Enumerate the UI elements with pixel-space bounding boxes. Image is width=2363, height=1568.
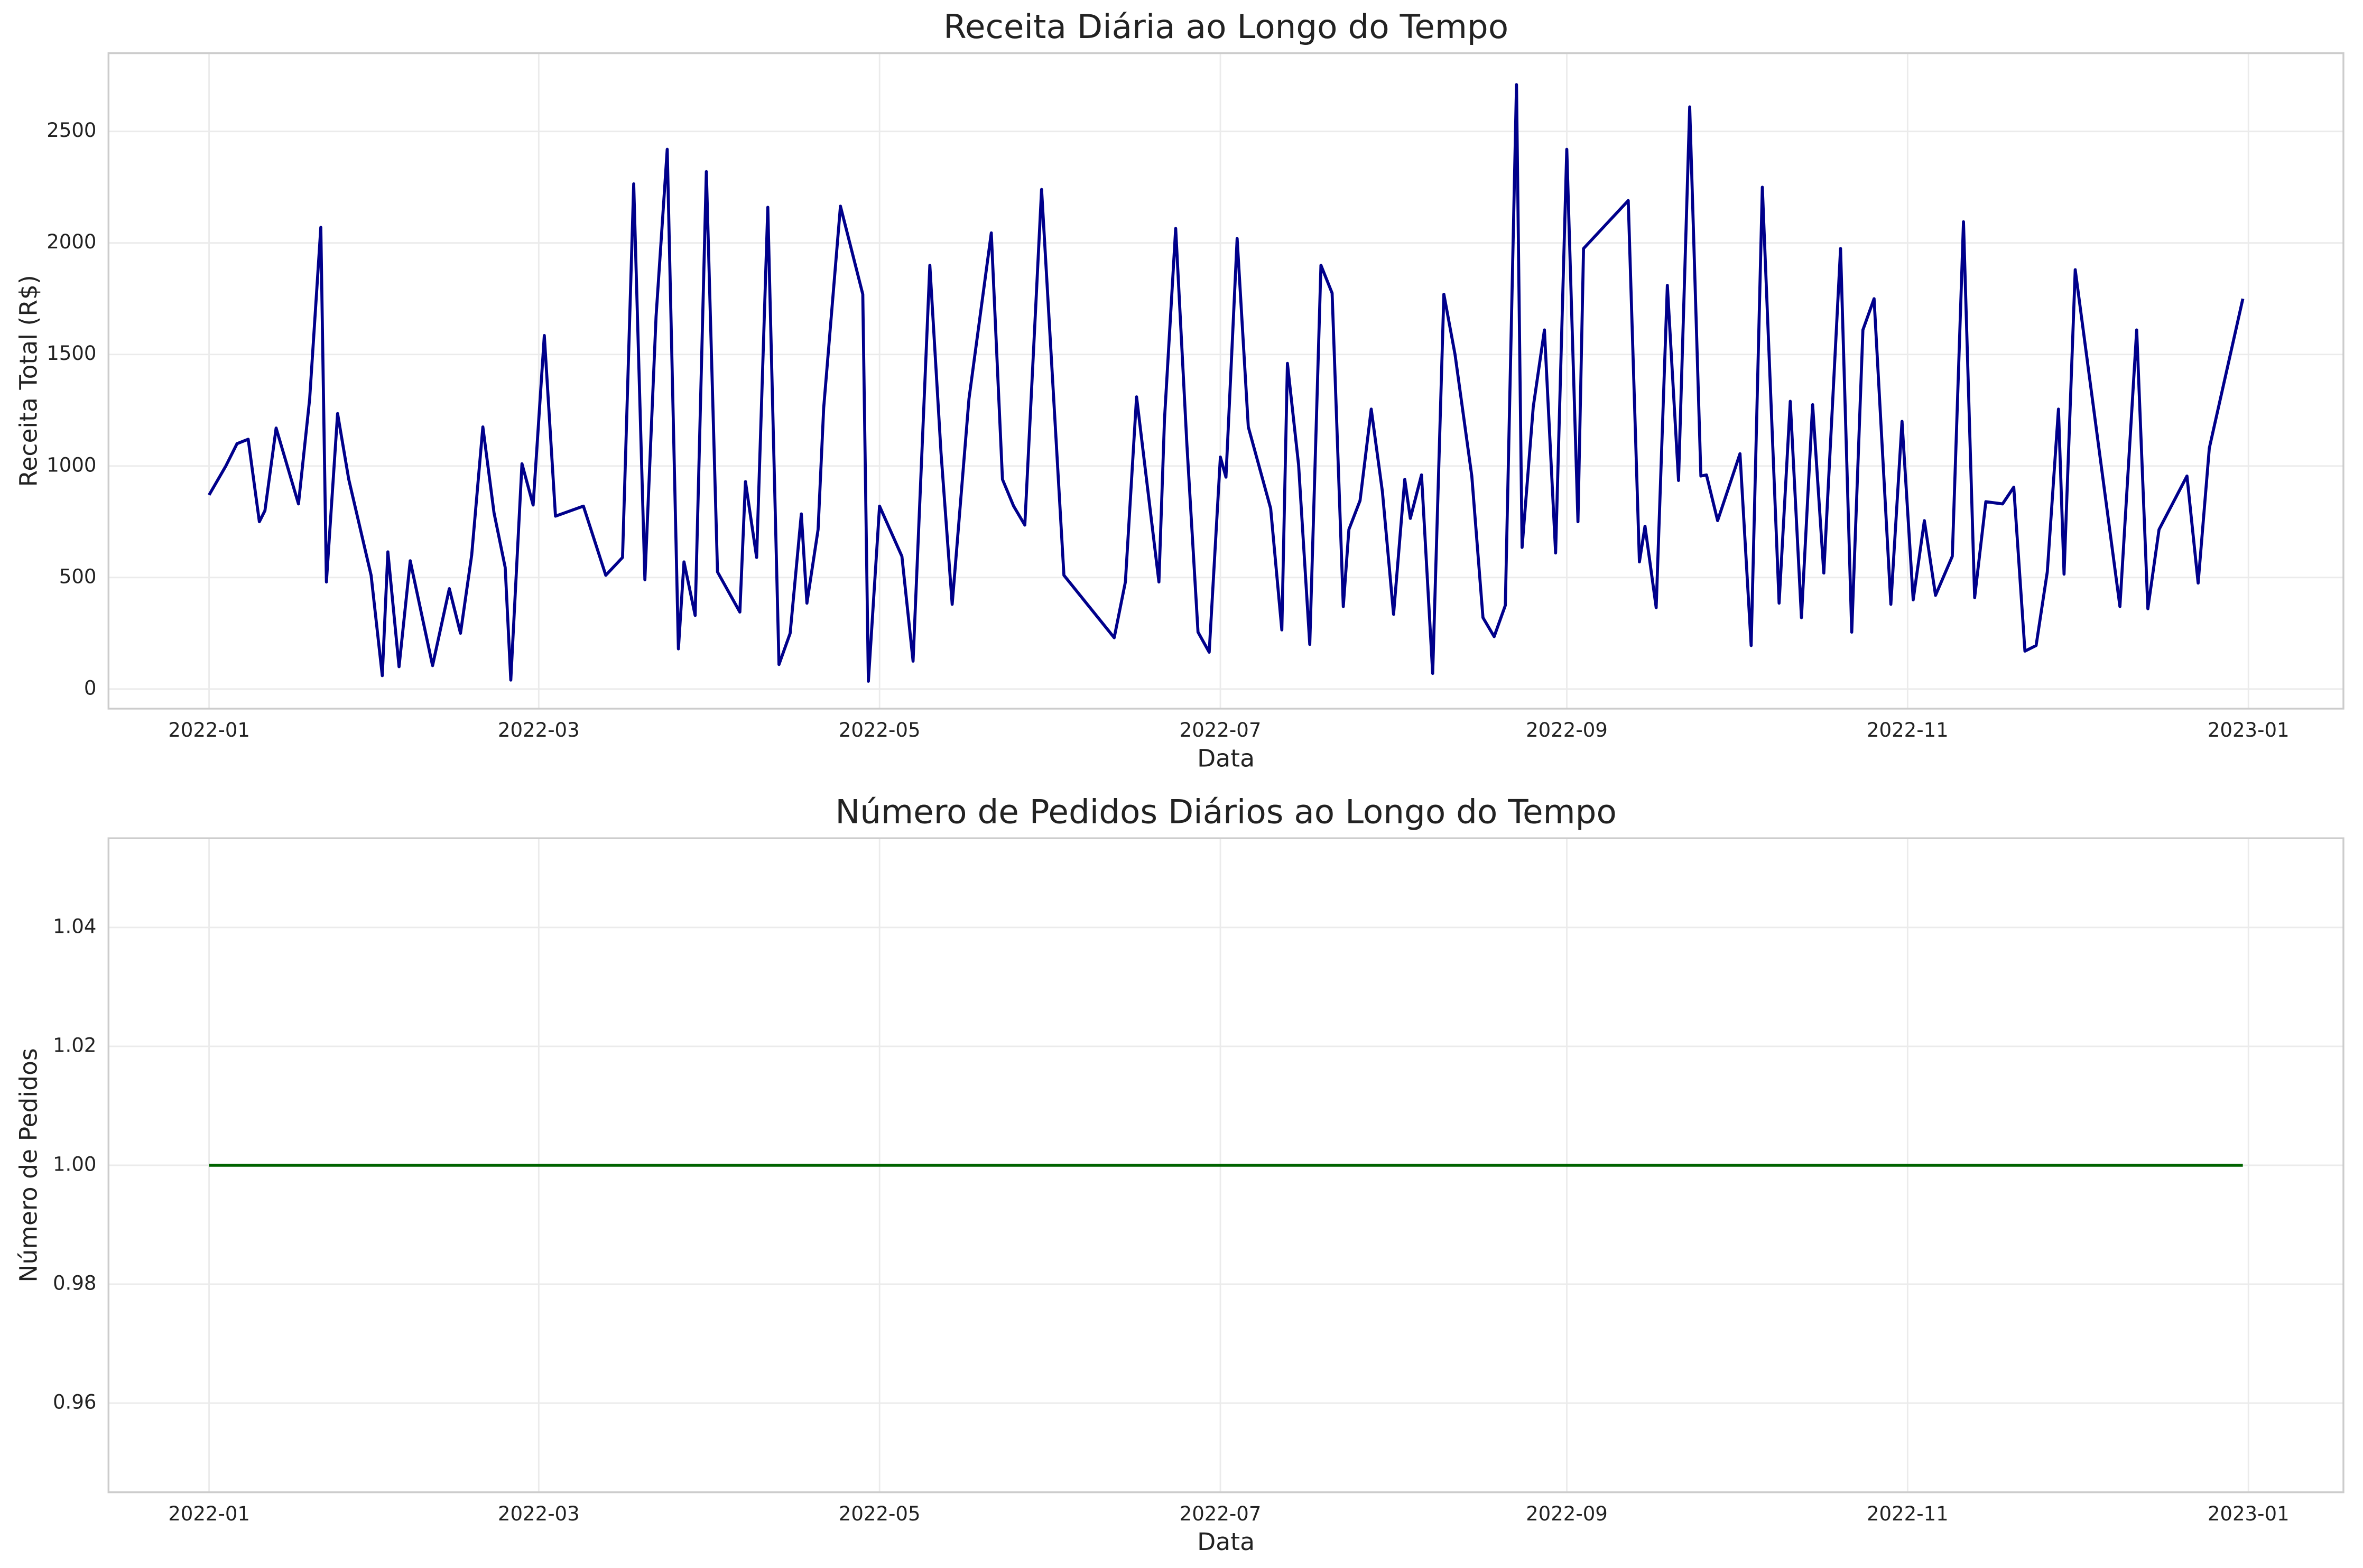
y-tick-label: 0.98 [53,1272,97,1294]
x-tick-label: 2022-07 [1180,1502,1262,1525]
x-axis-label: Data [1197,1528,1255,1556]
y-axis-label: Receita Total (R$) [15,275,43,487]
y-tick-label: 2000 [47,230,96,253]
data-line [208,83,2245,683]
x-tick-label: 2023-01 [2208,1502,2290,1525]
x-tick-label: 2022-09 [1526,1502,1608,1525]
y-tick-label: 0 [84,676,97,699]
y-tick-label: 1000 [47,453,96,476]
chart-title: Número de Pedidos Diários ao Longo do Te… [835,793,1616,831]
axes-frame [107,52,2345,710]
axes-frame [107,837,2345,1493]
y-axis-label: Número de Pedidos [15,1048,43,1282]
x-tick-label: 2022-03 [498,719,580,741]
x-tick-label: 2022-05 [839,1502,921,1525]
x-tick-label: 2022-03 [498,1502,580,1525]
y-tick-label: 1500 [47,342,96,365]
x-tick-label: 2022-11 [1867,719,1949,741]
x-tick-label: 2022-11 [1867,1502,1949,1525]
x-tick-label: 2022-01 [168,1502,250,1525]
y-tick-label: 0.96 [53,1390,97,1413]
x-tick-label: 2022-01 [168,719,250,741]
chart-title: Receita Diária ao Longo do Tempo [943,7,1508,46]
x-tick-label: 2023-01 [2208,719,2290,741]
y-tick-label: 1.02 [53,1034,97,1056]
y-tick-label: 500 [59,565,97,588]
y-tick-label: 1.04 [53,915,97,938]
x-axis-label: Data [1197,744,1255,772]
y-tick-label: 1.00 [53,1153,97,1175]
x-tick-label: 2022-09 [1526,719,1608,741]
y-tick-label: 2500 [47,119,96,142]
x-tick-label: 2022-05 [839,719,921,741]
x-tick-label: 2022-07 [1180,719,1262,741]
